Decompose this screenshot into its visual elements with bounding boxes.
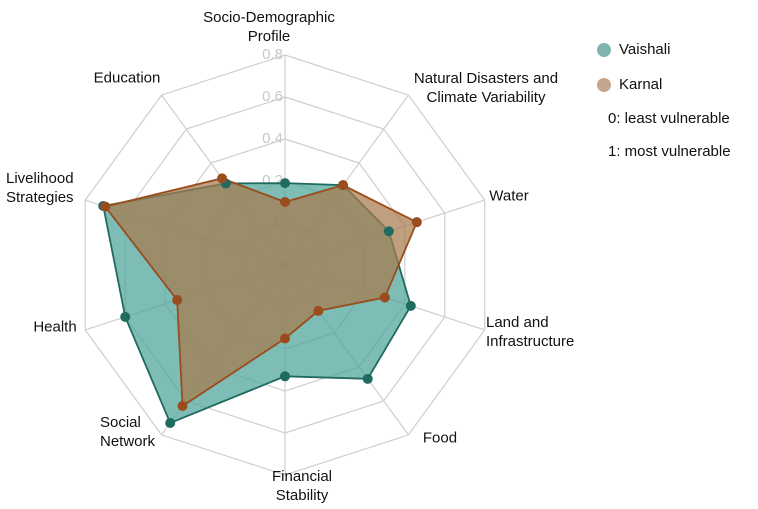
data-point (338, 180, 349, 191)
legend-marker (597, 43, 611, 57)
category-label: Water (489, 187, 529, 205)
data-point (217, 173, 228, 184)
legend-marker (597, 78, 611, 92)
category-label: Financial Stability (271, 468, 333, 504)
category-label: Socio-Demographic Profile (203, 9, 335, 45)
legend-label: Karnal (619, 76, 662, 93)
radial-tick-label: 0.8 (262, 46, 283, 63)
data-point (379, 292, 390, 303)
data-point (362, 373, 373, 384)
data-point (280, 333, 290, 344)
category-label: Education (93, 69, 161, 87)
radial-tick-label: 0.4 (262, 130, 283, 147)
data-point (313, 305, 324, 316)
data-point (411, 217, 422, 228)
category-label: Natural Disasters and Climate Variabilit… (413, 70, 559, 106)
data-point (280, 371, 290, 382)
category-label: Land and Infrastructure (486, 314, 575, 350)
data-point (405, 300, 416, 311)
data-point (383, 226, 394, 237)
category-label: Livelihood Strategies (6, 170, 74, 206)
category-label: Food (422, 429, 458, 447)
radial-tick-label: 0.6 (262, 88, 283, 105)
legend-note: 1: most vulnerable (608, 143, 731, 160)
data-point (177, 401, 188, 412)
data-point (172, 295, 183, 306)
data-point (165, 418, 176, 429)
data-point (120, 311, 131, 322)
data-point (100, 201, 111, 212)
category-label: Social Network (100, 414, 156, 450)
legend-note: 0: least vulnerable (608, 110, 730, 127)
category-label: Health (33, 318, 77, 336)
data-point (280, 178, 290, 189)
data-point (280, 197, 290, 207)
legend-label: Vaishali (619, 41, 670, 58)
